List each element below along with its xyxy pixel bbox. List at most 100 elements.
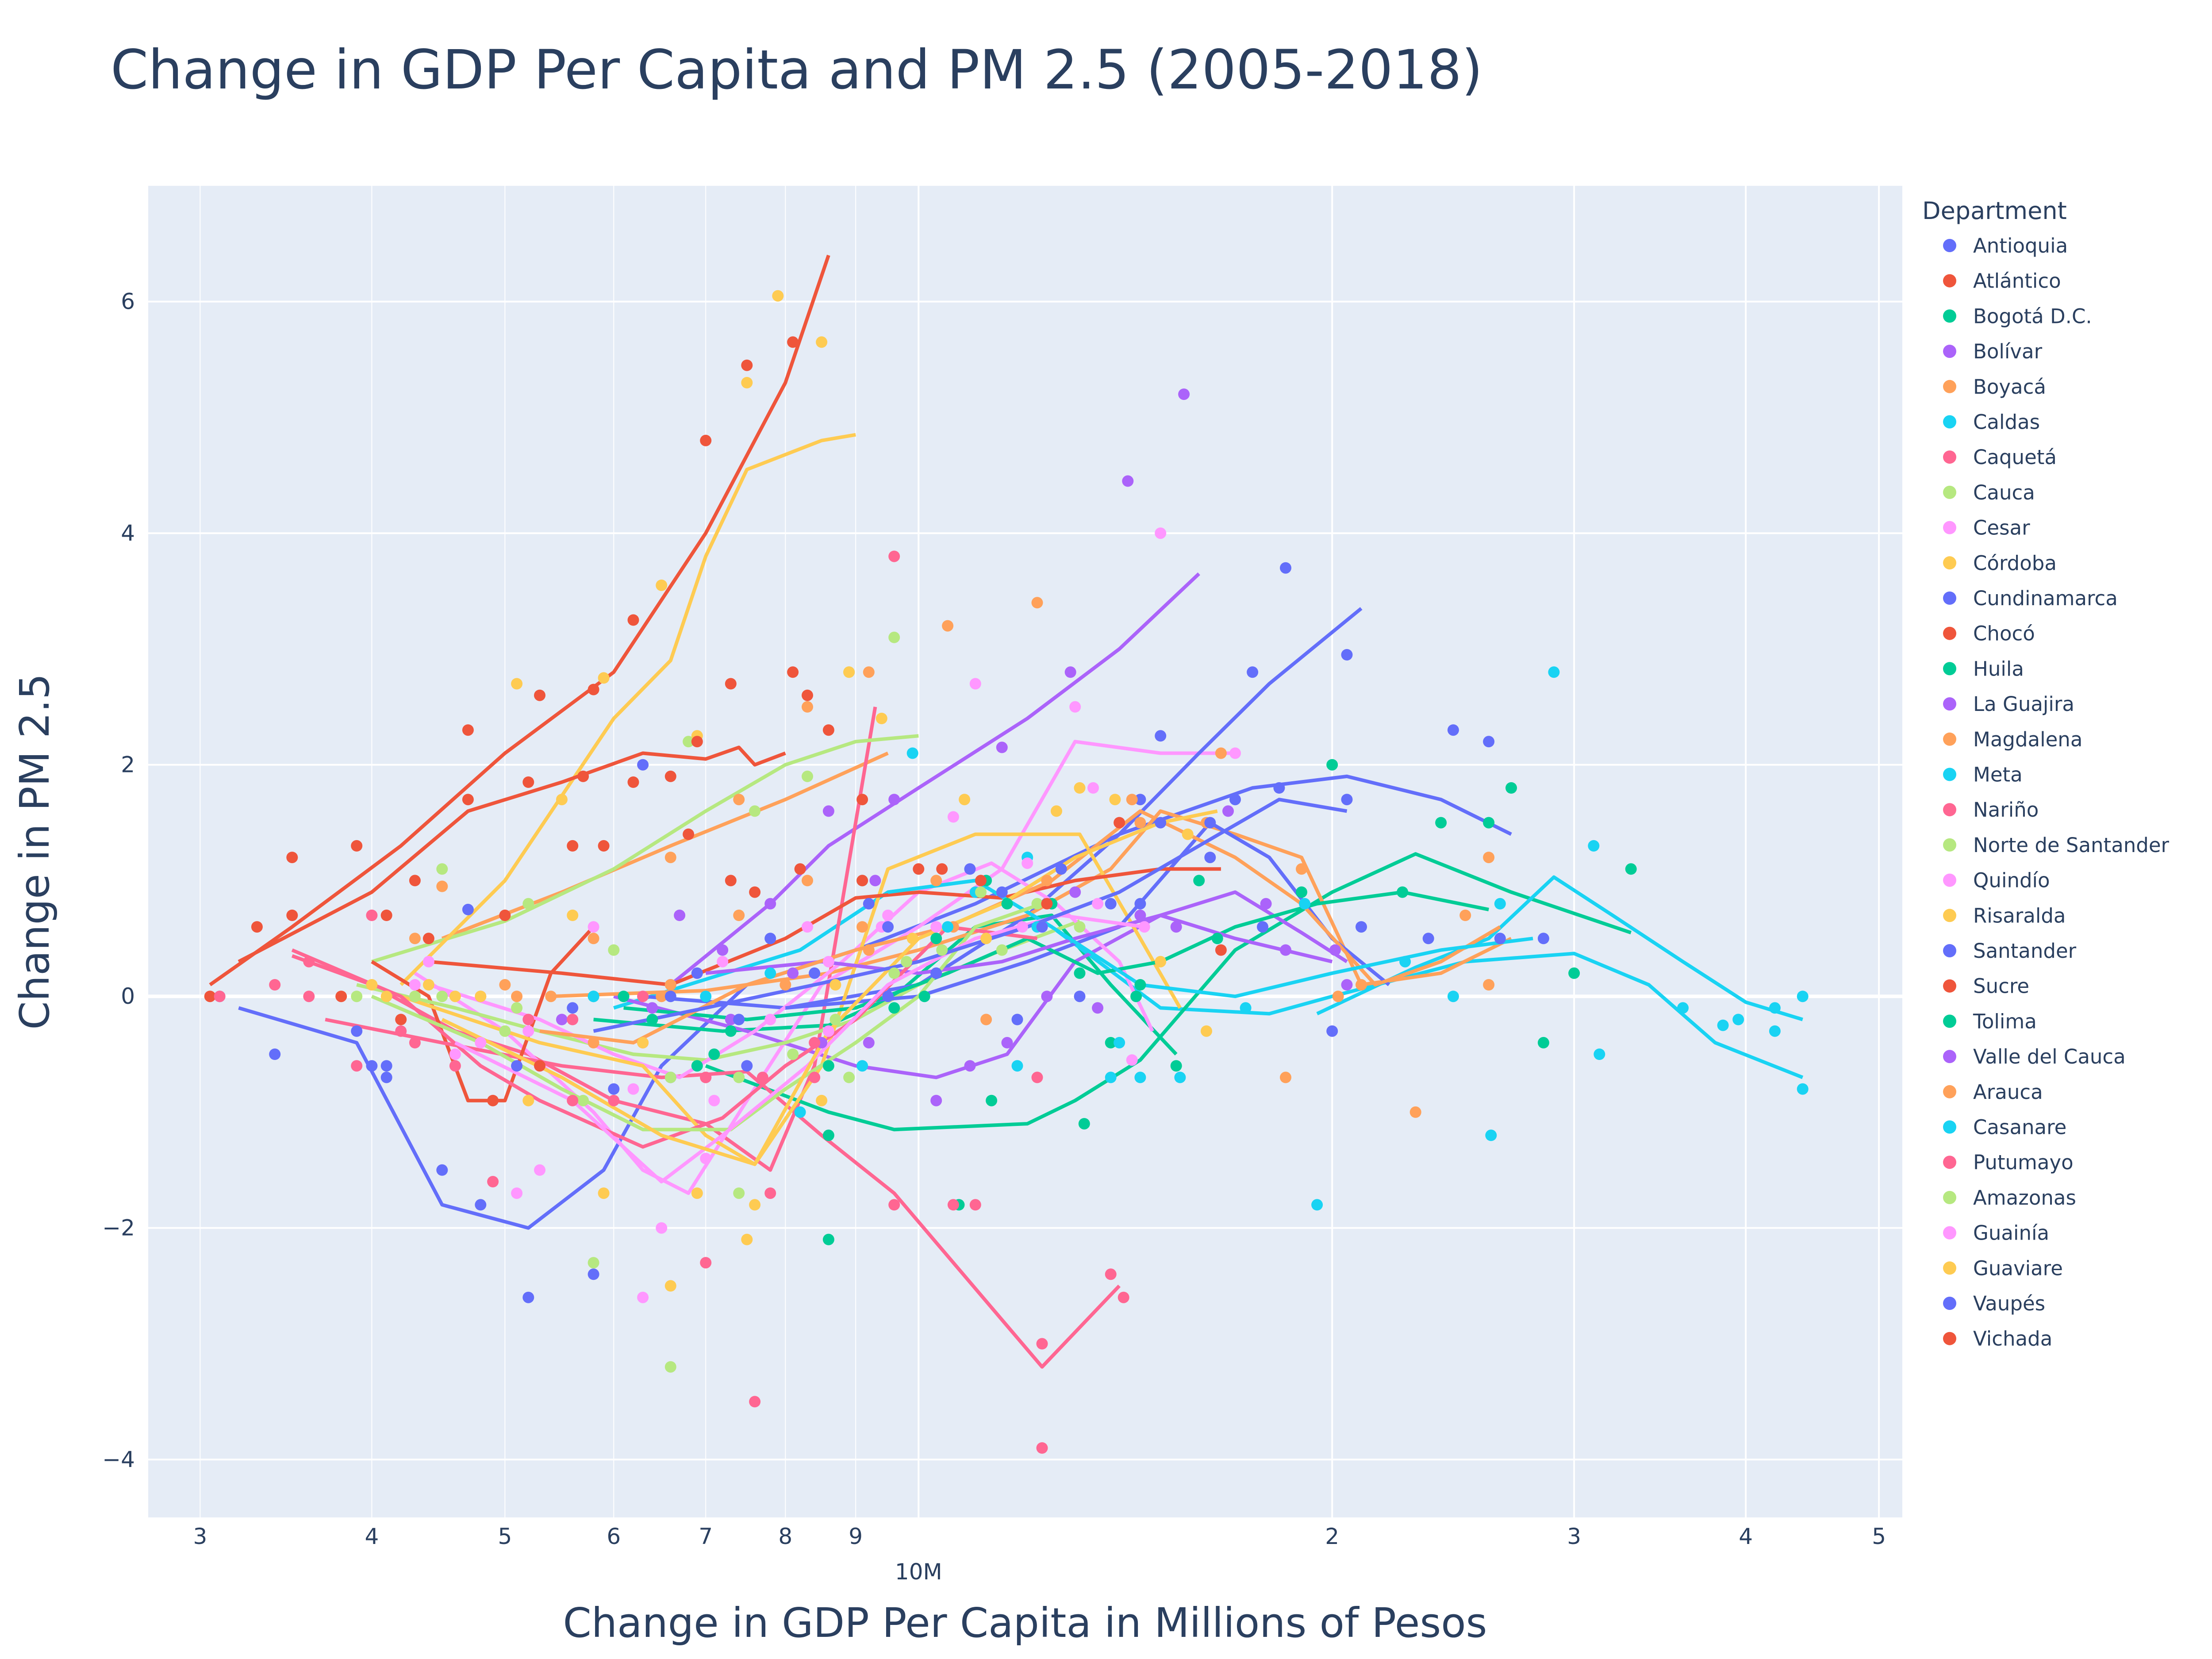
point-santander-9 xyxy=(1356,921,1367,933)
data-points xyxy=(204,290,1809,1454)
point-cordoba-6 xyxy=(741,377,753,388)
point-amazonas-5 xyxy=(733,1071,745,1083)
legend-label-vichada: Vichada xyxy=(1973,1327,2052,1351)
point-amazonas-1 xyxy=(436,991,448,1002)
point-santander-8 xyxy=(1257,921,1268,933)
trend-line-tolima xyxy=(623,890,1489,1022)
y-tick-label-0: −4 xyxy=(102,1447,135,1472)
point-atlantico-2 xyxy=(286,852,298,864)
point-arauca-15 xyxy=(1483,852,1495,864)
point-sucre-4 xyxy=(664,770,676,782)
legend-label-norte-de-santander: Norte de Santander xyxy=(1973,833,2170,857)
point-caldas-4 xyxy=(906,747,918,759)
point-cundinamarca-9 xyxy=(1447,724,1459,736)
point-guainia-3 xyxy=(708,1094,720,1106)
point-meta-11 xyxy=(1797,991,1809,1002)
x-tick-label-4: 7 xyxy=(699,1524,713,1549)
legend-label-narino: Nariño xyxy=(1973,798,2039,822)
point-la-guajira-1 xyxy=(646,1002,658,1014)
point-choco-2 xyxy=(534,1060,545,1072)
point-valle-del-cauca-2 xyxy=(869,875,881,887)
point-norte-de-santander-5 xyxy=(787,1048,799,1060)
point-bolivar-4 xyxy=(888,794,900,806)
trend-line-huila xyxy=(705,852,1632,1132)
legend-marker-risaralda xyxy=(1943,909,1956,922)
point-narino-11 xyxy=(1118,1291,1129,1303)
point-bolivar-6 xyxy=(1064,666,1076,678)
point-meta-7 xyxy=(1588,840,1600,852)
point-sucre-0 xyxy=(335,991,347,1002)
point-arauca-7 xyxy=(930,875,942,887)
point-cordoba-4 xyxy=(656,580,668,591)
point-valle-del-cauca-4 xyxy=(1041,991,1053,1002)
legend-item-santander: Santander xyxy=(1943,939,2077,963)
point-quindio-6 xyxy=(882,910,894,921)
x-tick-label-6: 9 xyxy=(849,1524,863,1549)
point-narino-0 xyxy=(366,910,378,921)
legend-marker-quindio xyxy=(1943,873,1956,887)
legend-label-bogota-d-c: Bogotá D.C. xyxy=(1973,304,2092,328)
legend-marker-casanare xyxy=(1943,1120,1956,1134)
x-axis-ticks: 3 4 5 6 7 8 9 2 3 4 5 10M xyxy=(193,1524,1886,1585)
point-caqueta-1 xyxy=(303,956,315,968)
trend-line-cordoba xyxy=(399,433,856,986)
point-antioquia-6 xyxy=(522,1291,534,1303)
point-atlantico-7 xyxy=(588,684,599,695)
point-vichada-7 xyxy=(802,689,813,701)
legend-item-guaviare: Guaviare xyxy=(1943,1256,2063,1280)
point-huila-9 xyxy=(1505,782,1517,794)
y-tick-label-3: 2 xyxy=(121,752,135,778)
point-huila-4 xyxy=(1078,1118,1090,1130)
point-vichada-9 xyxy=(936,863,948,875)
point-guaviare-9 xyxy=(1051,805,1062,817)
point-guainia-4 xyxy=(822,1025,834,1037)
legend-marker-la-guajira xyxy=(1943,697,1956,711)
legend-marker-antioquia xyxy=(1943,239,1956,252)
point-antioquia-12 xyxy=(996,886,1008,898)
point-risaralda-6 xyxy=(816,1094,828,1106)
trend-line-arauca xyxy=(539,809,1501,1045)
legend-label-casanare: Casanare xyxy=(1973,1116,2066,1139)
x-axis-title: Change in GDP Per Capita in Millions of … xyxy=(563,1599,1487,1647)
legend-label-boyaca: Boyacá xyxy=(1973,375,2046,399)
point-la-guajira-10 xyxy=(1280,944,1291,956)
point-vichada-2 xyxy=(462,794,474,806)
legend-marker-bolivar xyxy=(1943,345,1956,358)
point-santander-2 xyxy=(882,991,894,1002)
point-antioquia-7 xyxy=(588,1268,599,1280)
point-cesar-1 xyxy=(475,1037,487,1048)
point-tolima-3 xyxy=(918,991,930,1002)
legend-marker-choco xyxy=(1943,626,1956,640)
point-vichada-5 xyxy=(683,828,695,840)
point-bolivar-5 xyxy=(996,741,1008,753)
point-guainia-0 xyxy=(449,1048,461,1060)
legend-marker-narino xyxy=(1943,803,1956,817)
point-casanare-2 xyxy=(942,921,954,933)
point-valle-del-cauca-5 xyxy=(1092,1002,1104,1014)
trend-line-vichada xyxy=(238,745,786,964)
point-boyaca-6 xyxy=(863,666,875,678)
point-boyaca-5 xyxy=(802,701,813,713)
point-la-guajira-0 xyxy=(556,1014,568,1025)
point-bolivar-2 xyxy=(764,898,776,910)
legend-item-bolivar: Bolívar xyxy=(1943,340,2043,363)
point-huila-0 xyxy=(691,1060,703,1072)
trend-line-casanare xyxy=(887,879,1533,998)
trend-line-sucre xyxy=(428,867,1221,987)
point-sucre-8 xyxy=(913,863,925,875)
legend-label-risaralda: Risaralda xyxy=(1973,904,2066,927)
point-cesar-3 xyxy=(588,921,599,933)
point-santander-7 xyxy=(1204,852,1216,864)
legend-marker-putumayo xyxy=(1943,1156,1956,1169)
point-arauca-8 xyxy=(980,1014,992,1025)
point-meta-2 xyxy=(1240,1002,1252,1014)
legend-item-cesar: Cesar xyxy=(1943,516,2030,540)
point-quindio-10 xyxy=(1126,1054,1138,1066)
point-bogota-d-c-5 xyxy=(930,933,942,945)
point-cordoba-9 xyxy=(843,666,855,678)
point-risaralda-1 xyxy=(475,991,487,1002)
point-sucre-11 xyxy=(1114,817,1125,829)
point-magdalena-9 xyxy=(1356,979,1367,991)
legend-title: Department xyxy=(1922,197,2067,225)
legend-marker-cundinamarca xyxy=(1943,591,1956,605)
